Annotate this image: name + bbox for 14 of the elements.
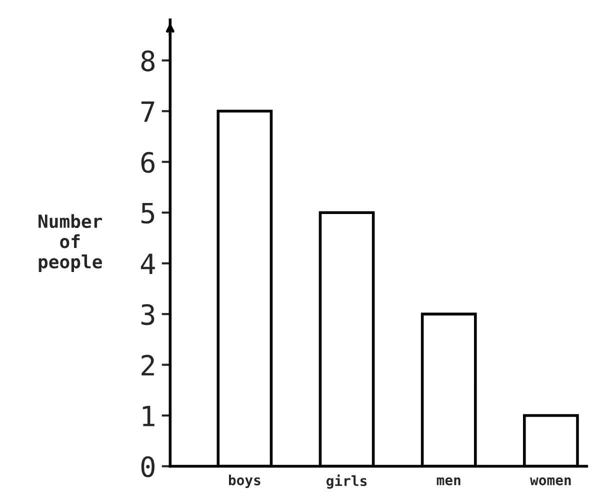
y-axis-title: Number of people: [38, 214, 102, 272]
y-tick-label: 4: [140, 254, 155, 274]
y-tick-label: 1: [142, 406, 154, 426]
y-tick-label: 0: [141, 456, 154, 478]
y-tick-label: 2: [142, 354, 154, 376]
x-tick-label: boys: [228, 474, 260, 488]
y-tick-label: 6: [141, 152, 154, 173]
y-tick-label: 3: [141, 304, 154, 326]
x-tick-label: women: [530, 477, 571, 486]
y-tick-label: 7: [141, 102, 154, 122]
x-tick-label: men: [436, 477, 460, 486]
y-tick-label: 5: [142, 202, 154, 224]
x-tick-label: girls: [326, 474, 367, 489]
y-tick-label: 8: [141, 50, 155, 72]
